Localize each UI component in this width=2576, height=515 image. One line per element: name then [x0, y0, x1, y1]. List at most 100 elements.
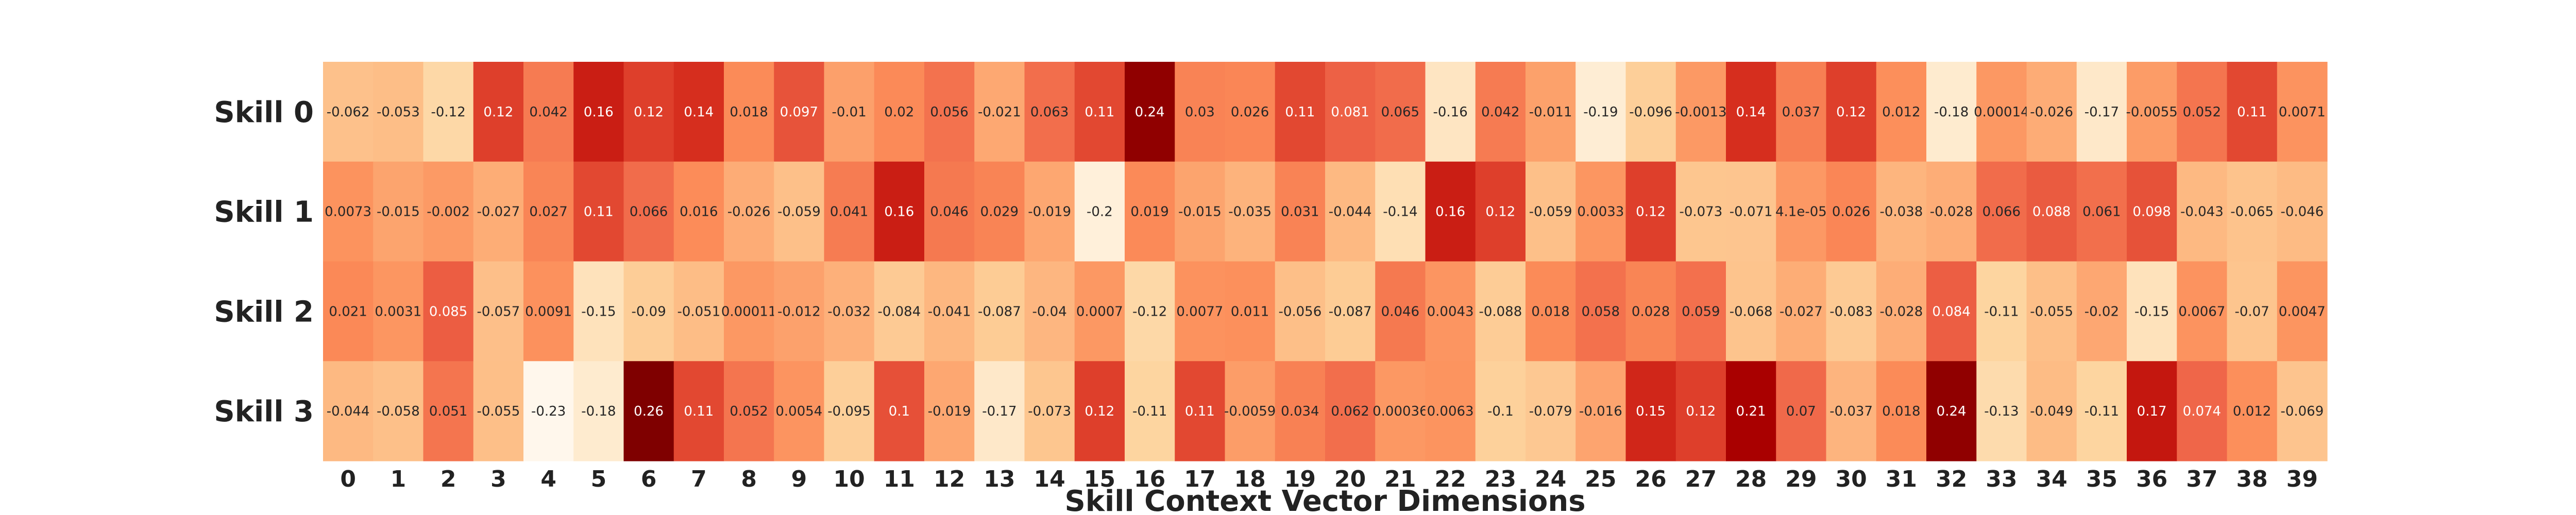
- cell-value-label-r1-c27: -0.073: [1679, 204, 1722, 220]
- heatmap-cell-r2-c22: [1425, 261, 1476, 362]
- cell-value-label-r2-c31: -0.028: [1879, 304, 1923, 319]
- x-tick-label-6: 6: [641, 466, 657, 492]
- cell-value-label-r3-c34: -0.049: [2030, 404, 2073, 419]
- cell-value-label-r1-c28: -0.071: [1730, 204, 1773, 220]
- cell-value-label-r2-c21: 0.046: [1381, 304, 1419, 319]
- cell-value-label-r1-c32: -0.028: [1930, 204, 1973, 220]
- heatmap-cell-r3-c33: [1976, 361, 2027, 461]
- x-tick-label-29: 29: [1785, 466, 1817, 492]
- heatmap-cell-r2-c23: [1475, 261, 1526, 362]
- heatmap-cell-r1-c12: [924, 161, 975, 262]
- cell-value-label-r3-c17: 0.11: [1185, 404, 1215, 419]
- heatmap-cell-r1-c39: [2277, 161, 2328, 262]
- heatmap-cell-r3-c27: [1675, 361, 1726, 461]
- x-tick-label-15: 15: [1084, 466, 1115, 492]
- cell-value-label-r2-c0: 0.021: [329, 304, 367, 319]
- heatmap-cell-r0-c7: [673, 62, 724, 162]
- cell-value-label-r1-c24: -0.059: [1529, 204, 1572, 220]
- cell-value-label-r0-c36: -0.0055: [2126, 105, 2177, 120]
- cell-value-label-r0-c14: 0.063: [1030, 105, 1069, 120]
- heatmap-cell-r1-c28: [1726, 161, 1776, 262]
- cell-value-label-r0-c12: 0.056: [930, 105, 968, 120]
- x-tick-label-32: 32: [1936, 466, 1967, 492]
- cell-value-label-r3-c35: -0.11: [2084, 404, 2119, 419]
- x-tick-label-33: 33: [1986, 466, 2017, 492]
- heatmap-cell-r0-c3: [473, 62, 524, 162]
- cell-value-label-r3-c16: -0.11: [1132, 404, 1167, 419]
- heatmap-cell-r2-c36: [2127, 261, 2177, 362]
- cell-value-label-r1-c19: 0.031: [1281, 204, 1319, 220]
- cell-value-label-r1-c3: -0.027: [477, 204, 520, 220]
- cell-value-label-r3-c9: 0.0054: [775, 404, 822, 419]
- heatmap-cell-r0-c28: [1726, 62, 1776, 162]
- heatmap-cell-r3-c10: [824, 361, 875, 461]
- x-tick-label-17: 17: [1184, 466, 1215, 492]
- cell-value-label-r3-c18: -0.0059: [1224, 404, 1276, 419]
- cell-value-label-r1-c10: 0.041: [830, 204, 868, 220]
- heatmap-cell-r0-c37: [2177, 62, 2228, 162]
- x-tick-label-14: 14: [1034, 466, 1065, 492]
- cell-value-label-r2-c23: -0.088: [1479, 304, 1522, 319]
- cell-value-label-r0-c33: 0.00014: [1974, 105, 2029, 120]
- heatmap-cells: -0.062 -0.053 -0.12 0.12 0.042 0.16 0.12 0.14 0.…: [323, 62, 2328, 461]
- heatmap-cell-r0-c4: [523, 62, 574, 162]
- heatmap-cell-r2-c18: [1225, 261, 1276, 362]
- heatmap-cell-r3-c26: [1625, 361, 1676, 461]
- heatmap-cell-r2-c12: [924, 261, 975, 362]
- cell-value-label-r1-c16: 0.019: [1130, 204, 1168, 220]
- heatmap-cell-r0-c8: [724, 62, 774, 162]
- x-tick-label-24: 24: [1535, 466, 1566, 492]
- cell-value-label-r2-c37: 0.0067: [2178, 304, 2225, 319]
- heatmap-cell-r2-c29: [1776, 261, 1827, 362]
- heatmap-cell-r2-c24: [1526, 261, 1576, 362]
- heatmap-cell-r2-c27: [1675, 261, 1726, 362]
- cell-value-label-r3-c5: -0.18: [581, 404, 616, 419]
- x-tick-label-23: 23: [1485, 466, 1516, 492]
- heatmap-cell-r1-c13: [974, 161, 1025, 262]
- cell-value-label-r3-c24: -0.079: [1529, 404, 1572, 419]
- cell-value-label-r1-c30: 0.026: [1832, 204, 1870, 220]
- cell-value-label-r0-c15: 0.11: [1084, 105, 1114, 120]
- cell-value-label-r1-c25: 0.0033: [1577, 204, 1624, 220]
- cell-value-label-r3-c23: -0.1: [1487, 404, 1514, 419]
- heatmap-cell-r0-c1: [373, 62, 424, 162]
- heatmap-cell-r3-c23: [1475, 361, 1526, 461]
- cell-value-label-r0-c24: -0.011: [1529, 105, 1572, 120]
- cell-value-label-r0-c16: 0.24: [1135, 105, 1165, 120]
- heatmap-cell-r1-c23: [1475, 161, 1526, 262]
- heatmap-cell-r3-c39: [2277, 361, 2328, 461]
- heatmap-cell-r1-c15: [1074, 161, 1125, 262]
- heatmap-cell-r1-c31: [1876, 161, 1927, 262]
- cell-value-label-r2-c39: 0.0047: [2279, 304, 2326, 319]
- heatmap-cell-r2-c1: [373, 261, 424, 362]
- x-tick-label-35: 35: [2086, 466, 2117, 492]
- heatmap-cell-r0-c26: [1625, 62, 1676, 162]
- cell-value-label-r0-c20: 0.081: [1331, 105, 1369, 120]
- cell-value-label-r3-c11: 0.1: [889, 404, 910, 419]
- cell-value-label-r2-c36: -0.15: [2134, 304, 2169, 319]
- cell-value-label-r2-c6: -0.09: [631, 304, 666, 319]
- heatmap-cell-r1-c18: [1225, 161, 1276, 262]
- cell-value-label-r1-c8: -0.026: [727, 204, 771, 220]
- cell-value-label-r3-c37: 0.074: [2183, 404, 2221, 419]
- x-tick-label-26: 26: [1635, 466, 1667, 492]
- heatmap-cell-r0-c20: [1325, 62, 1376, 162]
- cell-value-label-r1-c21: -0.14: [1383, 204, 1417, 220]
- x-tick-label-12: 12: [934, 466, 965, 492]
- heatmap-cell-r1-c20: [1325, 161, 1376, 262]
- cell-value-label-r2-c24: 0.018: [1531, 304, 1569, 319]
- heatmap-cell-r1-c19: [1275, 161, 1326, 262]
- cell-value-label-r3-c19: 0.034: [1281, 404, 1319, 419]
- x-tick-label-21: 21: [1384, 466, 1416, 492]
- cell-value-label-r0-c8: 0.018: [730, 105, 768, 120]
- heatmap-cell-r2-c31: [1876, 261, 1927, 362]
- heatmap-cell-r3-c21: [1375, 361, 1426, 461]
- cell-value-label-r1-c6: 0.066: [630, 204, 668, 220]
- cell-value-label-r0-c19: 0.11: [1285, 105, 1315, 120]
- cell-value-label-r1-c9: -0.059: [777, 204, 821, 220]
- cell-value-label-r1-c13: 0.029: [980, 204, 1019, 220]
- cell-value-label-r0-c37: 0.052: [2183, 105, 2221, 120]
- heatmap-cell-r1-c14: [1024, 161, 1075, 262]
- heatmap-cell-r2-c33: [1976, 261, 2027, 362]
